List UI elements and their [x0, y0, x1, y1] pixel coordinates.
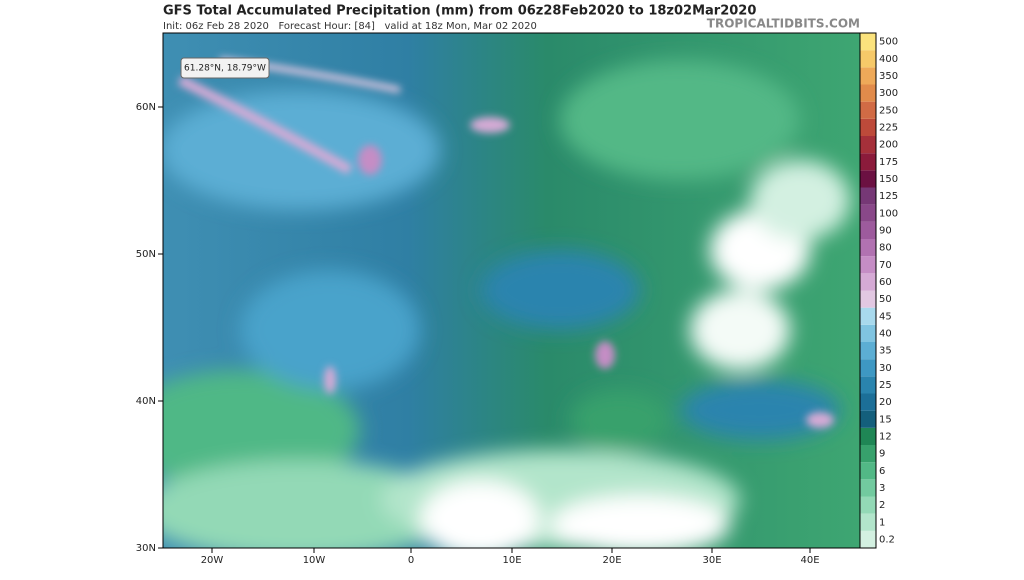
colorbar-label: 15: [879, 414, 892, 425]
colorbar-label: 6: [879, 466, 885, 477]
colorbar-swatch: [860, 84, 876, 102]
subtitle: Init: 06z Feb 28 2020 Forecast Hour: [84…: [163, 21, 537, 32]
colorbar-swatch: [860, 530, 876, 548]
colorbar-swatch: [860, 359, 876, 377]
colorbar-swatch: [860, 479, 876, 497]
tooltip[interactable]: 61.28°N, 18.79°W: [180, 57, 270, 79]
colorbar-label: 2: [879, 500, 885, 511]
lon-label: 10E: [502, 555, 521, 566]
precip-map: [163, 33, 860, 548]
colorbar-label: 90: [879, 225, 892, 236]
colorbar-label: 9: [879, 449, 885, 460]
axes: 60N 50N 40N 30N 20W 10W 0 10E 20E 30E 40E: [136, 102, 820, 566]
colorbar-label: 50: [879, 294, 892, 305]
colorbar-label: 300: [879, 88, 898, 99]
colorbar-swatch: [860, 513, 876, 531]
colorbar-label: 175: [879, 157, 898, 168]
colorbar-swatch: [860, 307, 876, 325]
lat-label: 50N: [136, 249, 156, 260]
colorbar-swatch: [860, 153, 876, 171]
colorbar-swatch: [860, 290, 876, 308]
lon-label: 40E: [800, 555, 819, 566]
colorbar-label: 45: [879, 311, 892, 322]
colorbar-swatch: [860, 256, 876, 274]
colorbar-swatch: [860, 496, 876, 514]
colorbar-swatch: [860, 342, 876, 360]
colorbar-swatch: [860, 50, 876, 68]
colorbar-label: 40: [879, 328, 892, 339]
colorbar-label: 60: [879, 277, 892, 288]
colorbar-swatch: [860, 410, 876, 428]
colorbar-label: 500: [879, 37, 898, 48]
colorbar-label: 200: [879, 140, 898, 151]
colorbar-label: 225: [879, 122, 898, 133]
colorbar-swatch: [860, 101, 876, 119]
lon-label: 10W: [303, 555, 326, 566]
colorbar-swatch: [860, 376, 876, 394]
colorbar-label: 350: [879, 71, 898, 82]
colorbar-label: 400: [879, 54, 898, 65]
colorbar-swatch: [860, 67, 876, 85]
colorbar: 0.21236912152025303540455060708090100125…: [859, 32, 898, 549]
colorbar-swatch: [860, 136, 876, 154]
colorbar-label: 80: [879, 243, 892, 254]
colorbar-label: 250: [879, 105, 898, 116]
colorbar-label: 0.2: [879, 534, 895, 545]
colorbar-swatch: [860, 118, 876, 136]
colorbar-label: 3: [879, 483, 885, 494]
colorbar-label: 70: [879, 260, 892, 271]
colorbar-swatch: [860, 445, 876, 463]
lon-label: 0: [408, 555, 414, 566]
colorbar-label: 150: [879, 174, 898, 185]
lon-label: 30E: [702, 555, 721, 566]
colorbar-swatch: [860, 427, 876, 445]
colorbar-label: 20: [879, 397, 892, 408]
colorbar-swatch: [860, 273, 876, 291]
colorbar-swatch: [860, 393, 876, 411]
colorbar-swatch: [860, 221, 876, 239]
lat-label: 60N: [136, 102, 156, 113]
title: GFS Total Accumulated Precipitation (mm)…: [163, 4, 756, 19]
lon-label: 20E: [602, 555, 621, 566]
lat-label: 40N: [136, 396, 156, 407]
colorbar-label: 35: [879, 346, 892, 357]
lat-label: 30N: [136, 543, 156, 554]
colorbar-swatch: [860, 33, 876, 51]
colorbar-swatch: [860, 324, 876, 342]
colorbar-label: 30: [879, 363, 892, 374]
colorbar-label: 125: [879, 191, 898, 202]
tooltip-text: 61.28°N, 18.79°W: [184, 64, 266, 74]
colorbar-swatch: [860, 239, 876, 257]
colorbar-swatch: [860, 170, 876, 188]
colorbar-label: 100: [879, 208, 898, 219]
colorbar-swatch: [860, 204, 876, 222]
colorbar-label: 25: [879, 380, 892, 391]
colorbar-swatch: [860, 187, 876, 205]
colorbar-frame: [859, 32, 877, 549]
colorbar-swatch: [860, 462, 876, 480]
brand: TROPICALTIDBITS.COM: [707, 17, 860, 31]
lon-label: 20W: [201, 555, 224, 566]
colorbar-label: 1: [879, 517, 885, 528]
colorbar-label: 12: [879, 431, 892, 442]
